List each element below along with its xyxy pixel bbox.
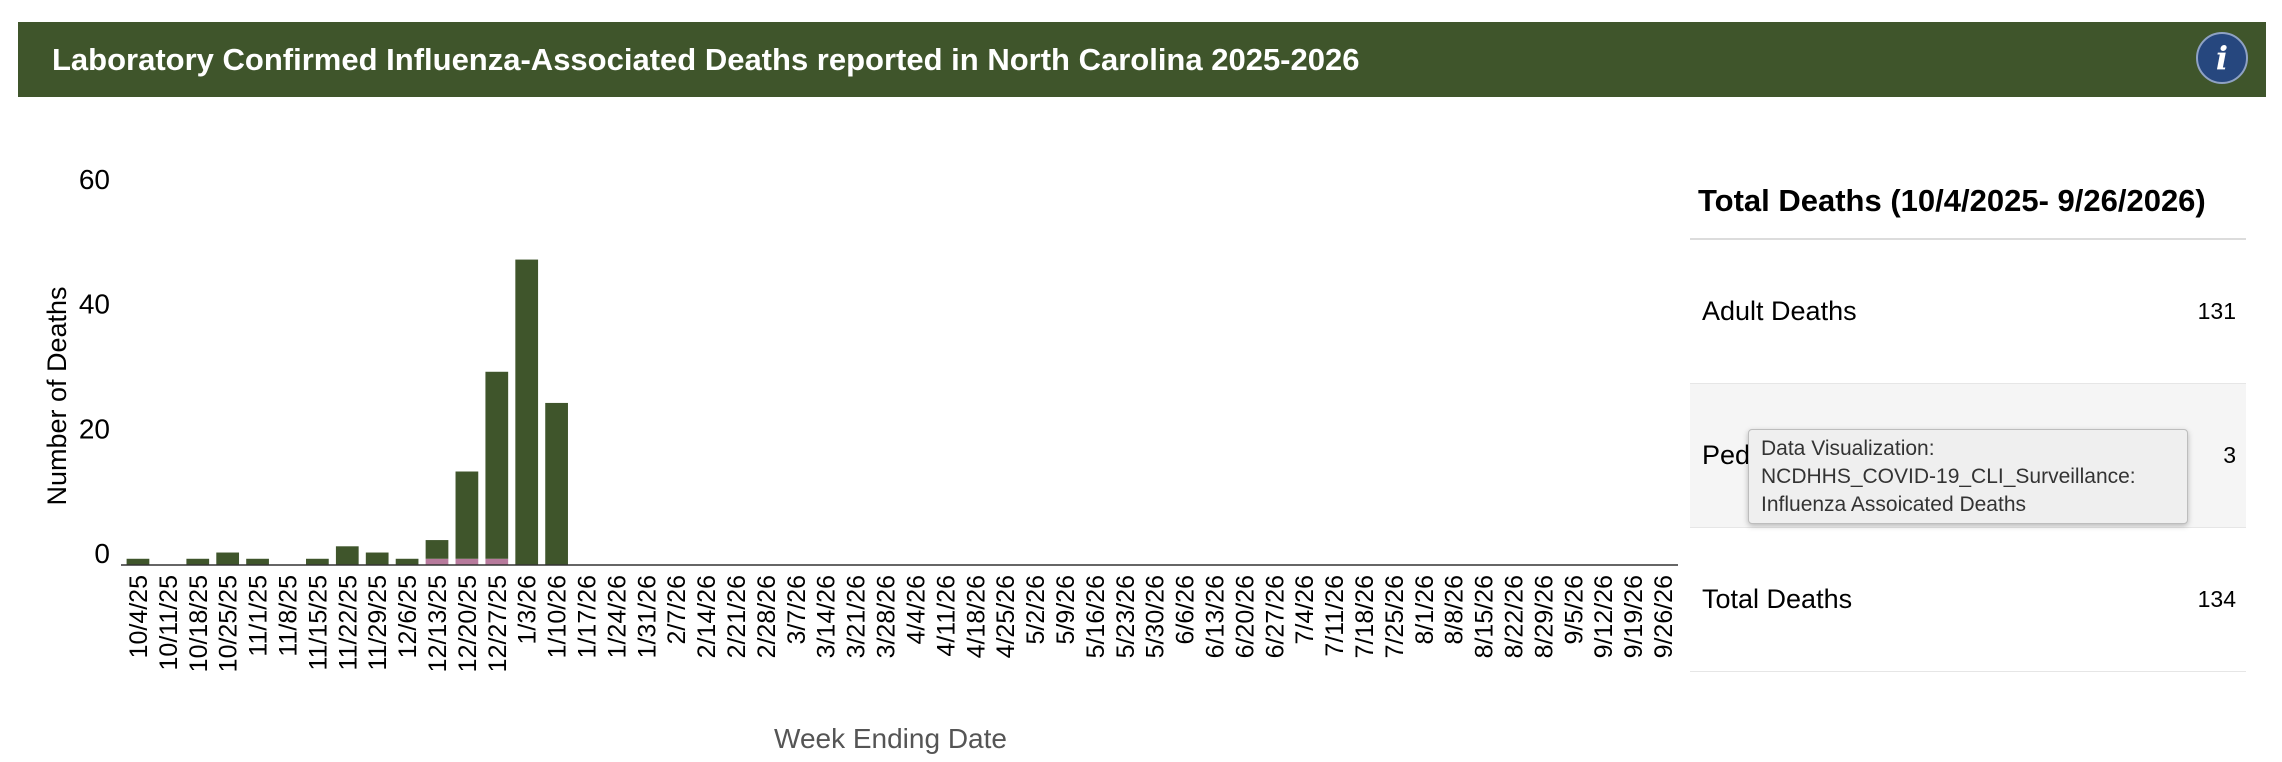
x-tick-label: 7/4/26 (1291, 575, 1319, 645)
x-tick-label: 4/11/26 (932, 575, 960, 657)
bar-adult-12-6-25[interactable] (395, 558, 419, 565)
summary-panel: Total Deaths (10/4/2025- 9/26/2026) Adul… (1690, 170, 2246, 672)
bar-adult-12-27-25[interactable] (485, 371, 509, 559)
summary-row-total: Total Deaths 134 (1690, 528, 2246, 672)
x-tick-label: 8/1/26 (1411, 575, 1439, 645)
x-tick-label: 7/11/26 (1321, 575, 1349, 657)
x-tick-label: 3/14/26 (813, 575, 841, 658)
x-tick-label: 6/27/26 (1261, 575, 1289, 658)
x-tick-label: 1/3/26 (514, 575, 542, 645)
page-title: Laboratory Confirmed Influenza-Associate… (52, 42, 1360, 77)
tooltip-line: Data Visualization: (1761, 437, 1935, 460)
bar-adult-10-25-25[interactable] (216, 552, 240, 565)
bar-pediatric-12-27-25[interactable] (485, 558, 509, 565)
x-axis-label: Week Ending Date (774, 723, 1007, 754)
x-tick-label: 3/7/26 (783, 575, 811, 645)
bar-adult-11-1-25[interactable] (246, 558, 269, 565)
y-axis-label: Number of Deaths (42, 286, 72, 505)
x-tick-label: 10/4/25 (125, 575, 153, 658)
bar-pediatric-12-13-25[interactable] (425, 558, 449, 565)
x-tick-label: 12/27/25 (484, 575, 512, 672)
summary-row-value: 131 (2197, 298, 2236, 324)
x-tick-label: 3/28/26 (873, 575, 901, 658)
summary-row-label: Adult Deaths (1702, 296, 1857, 326)
bar-adult-12-20-25[interactable] (455, 471, 479, 559)
x-tick-label: 11/1/25 (245, 575, 273, 657)
bar-adult-10-4-25[interactable] (126, 558, 150, 565)
bar-adult-1-10-26[interactable] (545, 402, 568, 565)
x-tick-label: 4/18/26 (962, 575, 990, 658)
bar-adult-10-18-25[interactable] (186, 558, 210, 565)
bar-pediatric-12-20-25[interactable] (455, 558, 479, 565)
data-tooltip: Data Visualization: NCDHHS_COVID-19_CLI_… (1748, 429, 2188, 524)
x-tick-label: 12/6/25 (394, 575, 422, 658)
summary-row-label: Ped (1702, 440, 1751, 470)
tooltip-line: NCDHHS_COVID-19_CLI_Surveillance: (1761, 465, 2136, 488)
x-tick-label: 5/2/26 (1022, 575, 1050, 645)
x-tick-label: 7/18/26 (1351, 575, 1379, 658)
x-tick-label: 5/16/26 (1082, 575, 1110, 658)
x-tick-label: 11/15/25 (304, 575, 332, 670)
x-tick-label: 10/25/25 (215, 575, 243, 672)
x-tick-label: 11/8/25 (274, 575, 302, 657)
x-tick-label: 1/31/26 (633, 575, 661, 658)
x-tick-label: 4/25/26 (992, 575, 1020, 658)
summary-row-label: Total Deaths (1702, 584, 1853, 614)
x-tick-label: 2/14/26 (693, 575, 721, 658)
x-tick-label: 6/20/26 (1231, 575, 1259, 658)
x-tick-label: 8/8/26 (1441, 575, 1469, 645)
x-tick-label: 2/21/26 (723, 575, 751, 658)
x-tick-label: 7/25/26 (1381, 575, 1409, 658)
bar-adult-11-22-25[interactable] (335, 546, 359, 565)
x-tick-label: 10/11/25 (155, 575, 183, 670)
x-tick-label: 8/22/26 (1501, 575, 1529, 658)
x-tick-label: 10/18/25 (185, 575, 213, 672)
y-tick-label: 60 (79, 164, 110, 195)
x-tick-label: 12/13/25 (424, 575, 452, 672)
x-tick-label: 1/10/26 (544, 575, 572, 658)
x-tick-label: 5/30/26 (1142, 575, 1170, 658)
summary-row-value: 3 (2223, 442, 2236, 468)
bar-adult-11-29-25[interactable] (365, 552, 389, 565)
x-tick-label: 9/19/26 (1620, 575, 1648, 658)
x-tick-label: 12/20/25 (454, 575, 482, 672)
x-tick-label: 1/17/26 (574, 575, 602, 658)
x-tick-label: 5/9/26 (1052, 575, 1080, 645)
x-tick-label: 3/21/26 (843, 575, 871, 658)
x-tick-label: 11/22/25 (334, 575, 362, 670)
x-tick-label: 5/23/26 (1112, 575, 1140, 658)
x-tick-label: 8/29/26 (1530, 575, 1558, 658)
x-tick-label: 4/4/26 (902, 575, 930, 645)
x-tick-label: 1/24/26 (603, 575, 631, 658)
summary-row-value: 134 (2197, 586, 2236, 612)
y-tick-label: 20 (79, 413, 110, 444)
header-banner: Laboratory Confirmed Influenza-Associate… (18, 22, 2266, 97)
bar-adult-12-13-25[interactable] (425, 540, 449, 559)
tooltip-line: Influenza Assoicated Deaths (1761, 493, 2027, 516)
y-tick-label: 0 (94, 538, 110, 569)
x-tick-label: 9/5/26 (1560, 575, 1588, 645)
x-tick-label: 6/6/26 (1172, 575, 1200, 645)
x-tick-label: 9/26/26 (1650, 575, 1678, 658)
summary-row-adult: Adult Deaths 131 (1690, 240, 2246, 384)
y-tick-label: 40 (79, 289, 110, 320)
x-tick-label: 6/13/26 (1201, 575, 1229, 658)
bar-adult-1-3-26[interactable] (515, 259, 539, 565)
x-tick-label: 11/29/25 (364, 575, 392, 670)
summary-title: Total Deaths (10/4/2025- 9/26/2026) (1690, 170, 2246, 240)
bar-adult-11-15-25[interactable] (306, 558, 329, 565)
info-icon[interactable]: i (2196, 32, 2248, 84)
x-tick-label: 2/28/26 (753, 575, 781, 658)
x-tick-label: 9/12/26 (1590, 575, 1618, 658)
x-tick-label: 8/15/26 (1471, 575, 1499, 658)
x-tick-label: 2/7/26 (663, 575, 691, 645)
